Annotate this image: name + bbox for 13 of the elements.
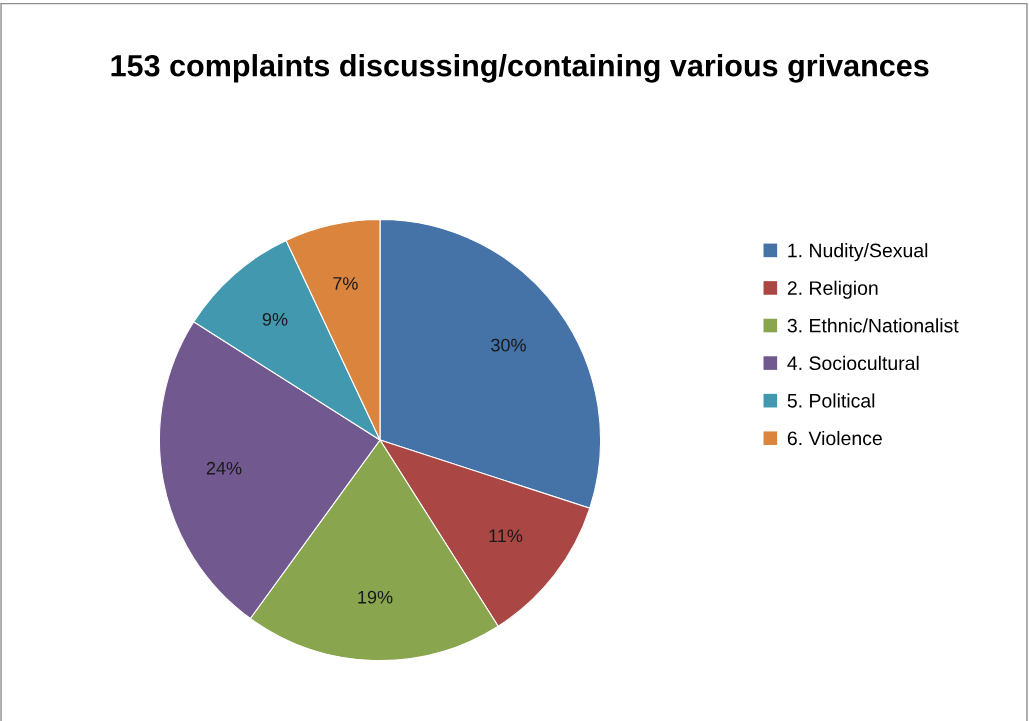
legend-label: 6. Violence xyxy=(787,430,882,446)
data-label: 19% xyxy=(358,590,393,604)
legend-label: 4. Sociocultural xyxy=(787,355,919,371)
data-label: 11% xyxy=(489,529,523,543)
legend-label: 1. Nudity/Sexual xyxy=(788,243,928,262)
legend-label: 5. Political xyxy=(787,393,875,408)
data-label: 24% xyxy=(206,461,242,475)
legend-label: 3. Ethnic/Nationalist xyxy=(787,318,959,333)
data-label: 7% xyxy=(333,277,358,290)
legend-label: 2. Religion xyxy=(787,280,878,299)
chart-title: 153 complaints discussing/containing various grivances xyxy=(111,54,929,83)
data-label: 9% xyxy=(262,312,288,326)
data-label: 30% xyxy=(491,338,526,352)
